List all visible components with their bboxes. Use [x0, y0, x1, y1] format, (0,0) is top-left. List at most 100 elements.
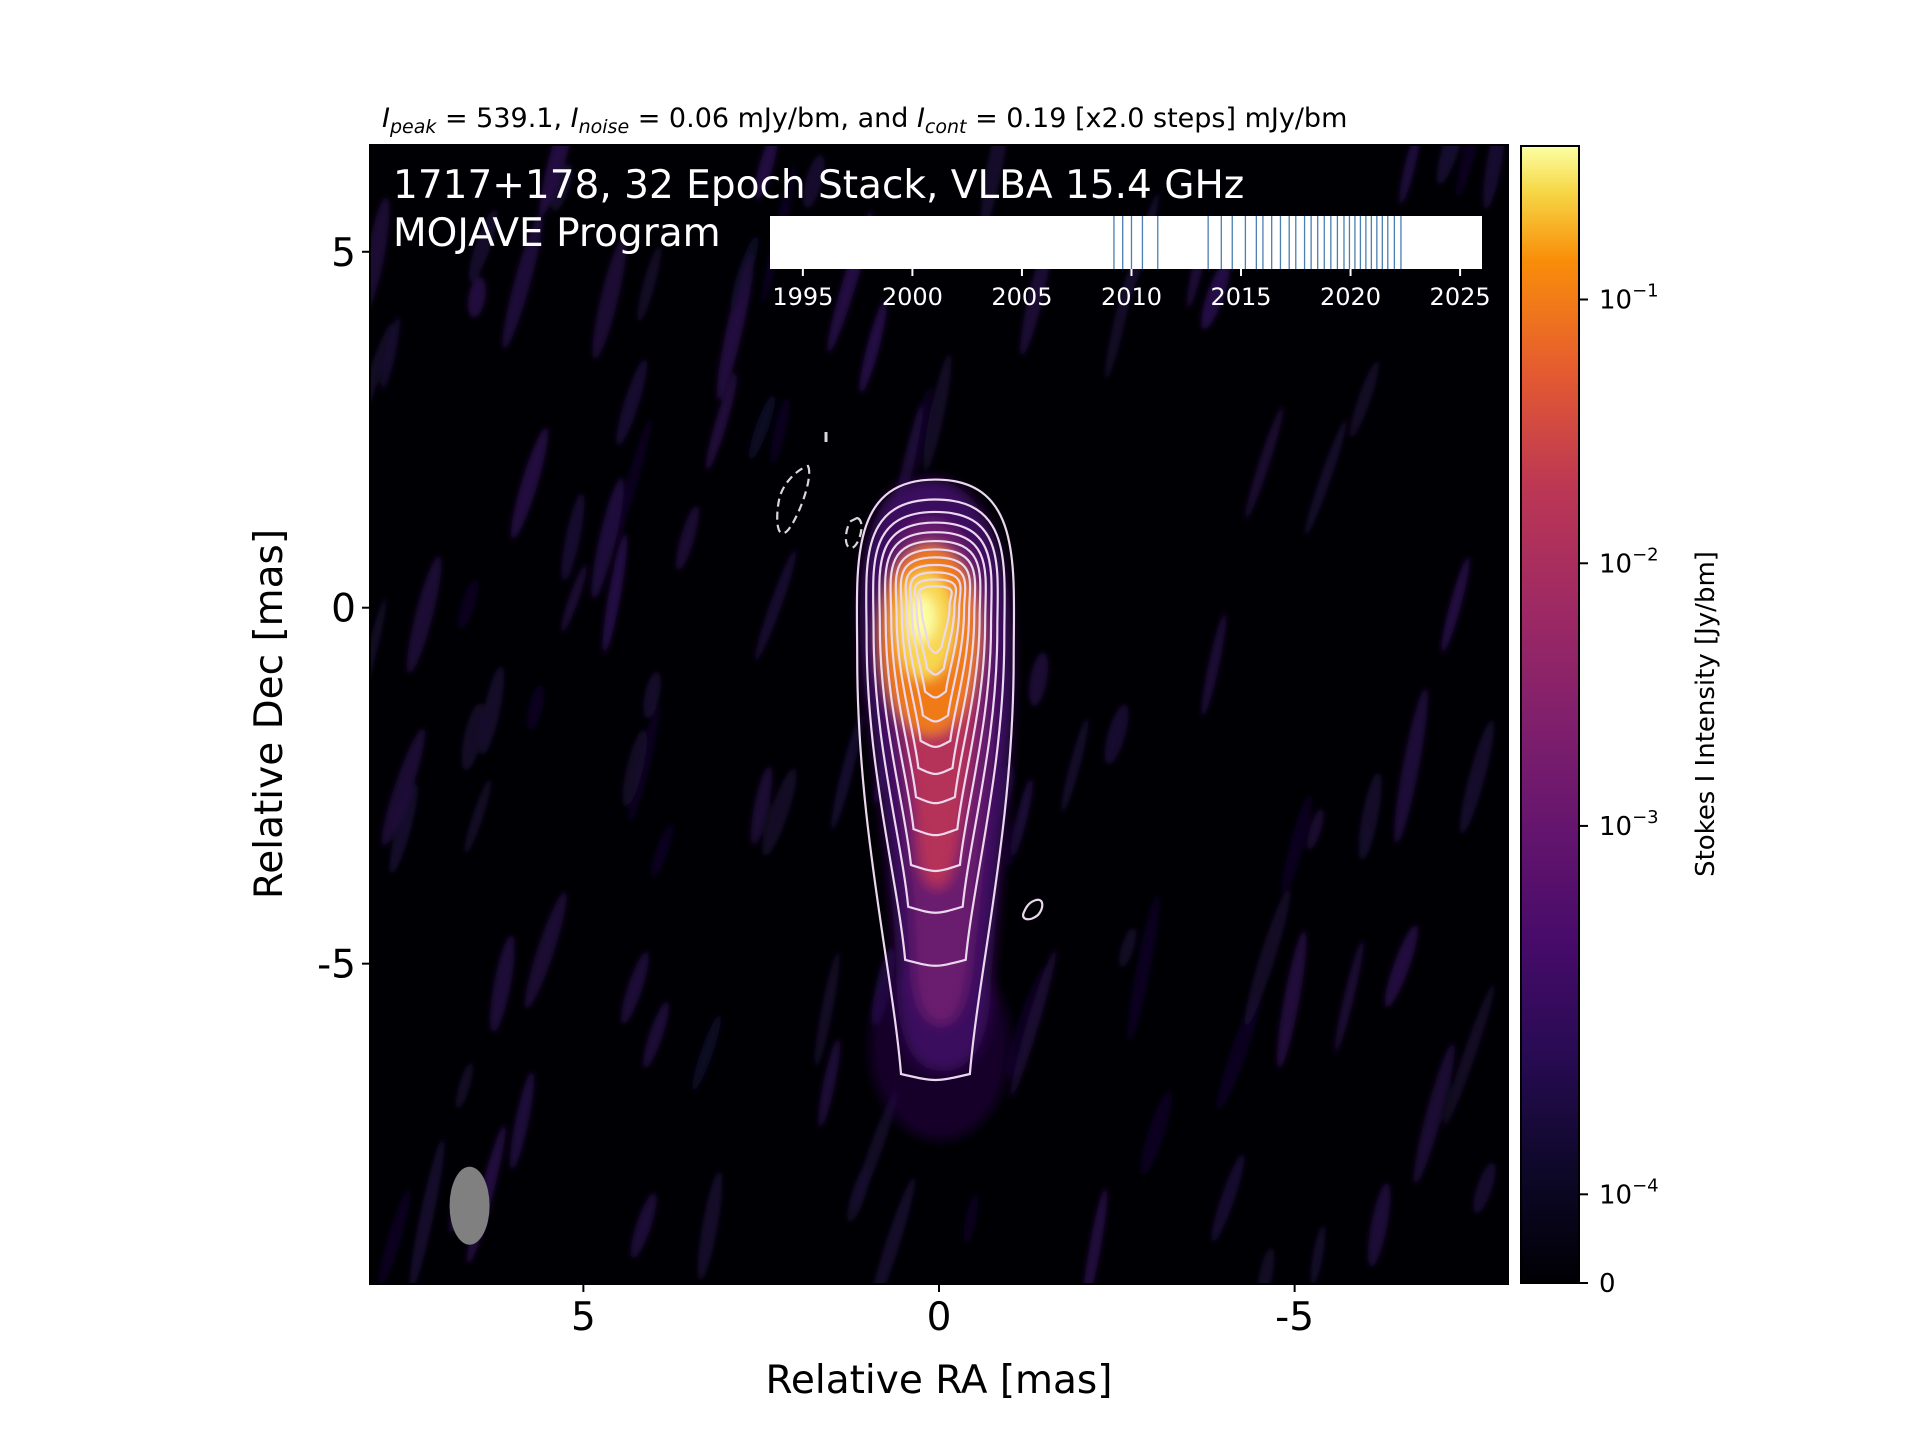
noise-streak	[1307, 808, 1324, 851]
noise-streak	[1201, 612, 1227, 717]
noise-streak	[754, 548, 797, 661]
noise-streak	[1245, 405, 1284, 520]
noise-streak	[697, 1170, 723, 1281]
colorbar-tick-label: 10−3	[1599, 807, 1659, 842]
noise-streak	[1483, 145, 1506, 210]
contour-level	[883, 531, 987, 837]
noise-streak	[378, 1189, 411, 1284]
noise-streak	[1441, 556, 1470, 654]
timeline-tick-label: 2025	[1430, 283, 1491, 311]
x-tick-label: -5	[1275, 1295, 1314, 1340]
noise-streak	[527, 685, 545, 731]
x-axis-label: Relative RA [mas]	[766, 1358, 1113, 1403]
noise-streak	[1201, 260, 1230, 330]
noise-streak	[628, 705, 660, 823]
noise-streak	[370, 196, 390, 312]
noise-streak	[524, 891, 567, 1010]
contour-level	[855, 478, 1016, 1082]
noise-streak	[458, 579, 479, 630]
colorbar-tick-label: 10−4	[1599, 1175, 1659, 1210]
noise-streak	[643, 671, 662, 719]
colorbar-ticks: 10−1 10−2 10−3 10−4 0	[1579, 280, 1659, 1299]
noise-streak	[1118, 927, 1137, 968]
contour-set	[855, 478, 1016, 1082]
timeline-tick-label: 2020	[1320, 283, 1381, 311]
noise-streak	[612, 417, 652, 547]
contour-level	[889, 539, 982, 805]
noise-streak	[592, 235, 627, 360]
noise-streak	[1211, 1153, 1245, 1243]
timeline-ticks: 1995 2000 2005 2010 2015 2020 2025	[772, 269, 1491, 311]
timeline-box	[770, 216, 1482, 269]
contour-level	[904, 563, 967, 723]
island-contour	[1022, 898, 1044, 921]
noise-streak	[818, 1038, 841, 1128]
timeline-tick-label: 2015	[1210, 283, 1271, 311]
noise-streak	[692, 1014, 722, 1092]
noise-streak	[591, 477, 624, 599]
negative-contour	[776, 464, 811, 535]
noise-streak	[1473, 1162, 1496, 1214]
colorbar-frame	[1520, 145, 1580, 1284]
noise-streak	[1257, 1247, 1275, 1284]
timeline-tick-label: 1995	[772, 283, 833, 311]
beam-ellipse	[449, 1166, 490, 1245]
noise-streak	[509, 1071, 535, 1170]
noise-streak	[1358, 772, 1382, 861]
noise-streak	[831, 713, 864, 831]
noise-streak	[551, 163, 573, 212]
i-peak-value: = 539.1,	[436, 103, 570, 134]
noise-streak	[675, 505, 700, 571]
noise-streak	[1310, 1224, 1326, 1284]
program-label: MOJAVE Program	[393, 211, 721, 256]
noise-streak	[1028, 652, 1049, 707]
noise-streak	[381, 728, 426, 847]
noise-streak	[1061, 717, 1089, 813]
y-axis-ticks: 5 0 -5	[317, 231, 370, 988]
contour-level	[894, 548, 977, 776]
noise-streak	[630, 1192, 657, 1259]
noise-streak	[1459, 719, 1495, 835]
noise-streak	[561, 564, 587, 633]
noise-streak	[1304, 419, 1347, 537]
noise-streak	[455, 1062, 474, 1109]
colorbar: 10−1 10−2 10−3 10−4 0 Stokes I Intensity [Jy…	[1520, 145, 1721, 1299]
noise-streak	[621, 951, 649, 1025]
noise-streak	[1281, 793, 1312, 896]
i-cont-value: = 0.19 [x2.0 steps] mJy/bm	[966, 103, 1347, 134]
colorbar-tick-label: 0	[1599, 1269, 1616, 1299]
timeline-tick-label: 2005	[991, 283, 1052, 311]
noise-streak	[479, 666, 505, 755]
x-axis-ticks: 5 0 -5	[571, 1284, 1314, 1340]
noise-streak	[409, 1138, 445, 1284]
noise-streak	[1334, 939, 1364, 1054]
noise-streak	[1399, 145, 1421, 205]
noise-streak	[1104, 704, 1129, 765]
y-axis-label: Relative Dec [mas]	[247, 529, 292, 899]
noise-streak	[859, 299, 887, 394]
noise-streak	[1413, 1042, 1455, 1185]
noise-streak	[980, 145, 1011, 231]
noise-streak	[461, 703, 485, 771]
noise-streak	[1082, 1187, 1108, 1284]
noise-streak	[561, 492, 585, 582]
image-layers	[370, 145, 1506, 1284]
noise-streak	[468, 209, 498, 282]
noise-streak	[637, 245, 662, 323]
source-label: 1717+178, 32 Epoch Stack, VLBA 15.4 GHz	[393, 163, 1244, 208]
noise-streak	[1127, 894, 1160, 1042]
i-noise-subscript: noise	[579, 116, 630, 138]
noise-streak	[1003, 814, 1024, 868]
noise-streak	[1384, 924, 1418, 1008]
noise-streak	[622, 729, 647, 807]
contour-level	[899, 556, 972, 748]
i-cont-symbol: I	[917, 103, 925, 134]
image-panel	[369, 144, 1509, 1285]
epoch-lines	[1113, 216, 1402, 269]
negative-contours	[776, 464, 863, 550]
x-tick-label: 0	[927, 1295, 952, 1340]
noise-streak	[814, 951, 840, 1068]
noise-streak	[868, 1176, 916, 1284]
noise-streak	[467, 276, 487, 318]
noise-streak	[490, 935, 515, 1033]
